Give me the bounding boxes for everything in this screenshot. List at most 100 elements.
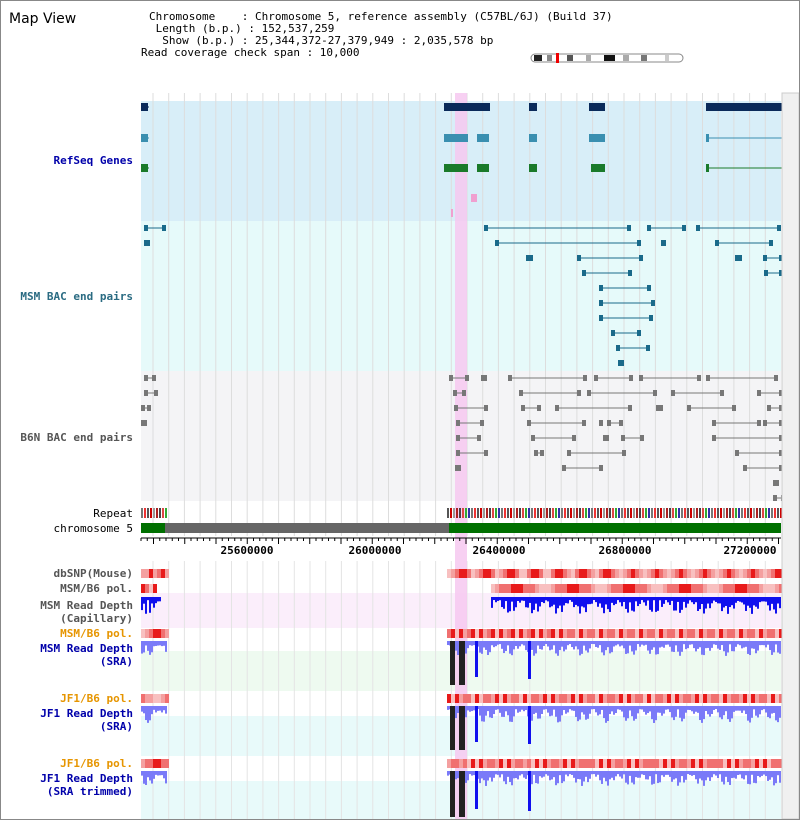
gene-exon <box>706 103 783 111</box>
b6n-bac-end-pairs-label[interactable]: B6N BAC end pairs <box>20 431 133 444</box>
depth-bar <box>681 706 683 722</box>
pol-stripe <box>145 584 149 593</box>
repeat-mark <box>468 508 470 518</box>
depth-bar <box>581 641 583 654</box>
pol-stripe <box>667 629 671 638</box>
pol-stripe <box>459 629 463 638</box>
depth-bar <box>521 771 523 775</box>
depth-bar <box>521 641 523 645</box>
jf1-read-depth-sra-label[interactable]: JF1 Read Depth (SRA) <box>40 707 133 733</box>
depth-bar <box>581 597 583 607</box>
depth-bar <box>701 771 703 781</box>
jf1-b6-pol-label-2[interactable]: JF1/B6 pol. <box>60 757 133 770</box>
depth-bar <box>485 771 487 786</box>
pol-stripe <box>727 569 731 578</box>
depth-bar <box>517 641 519 649</box>
depth-bar <box>469 771 471 775</box>
depth-bar <box>569 597 571 601</box>
depth-bar <box>677 641 679 652</box>
depth-bar <box>593 771 595 775</box>
depth-bar <box>635 597 637 602</box>
depth-bar <box>649 706 651 712</box>
depth-bar <box>705 771 707 781</box>
repeat-mark <box>504 508 506 518</box>
repeat-mark <box>654 508 656 518</box>
depth-bar <box>705 641 707 649</box>
repeat-mark <box>756 508 758 518</box>
pol-stripe <box>751 759 755 768</box>
depth-bar <box>497 641 499 645</box>
pol-stripe <box>563 694 567 703</box>
depth-bar <box>717 771 719 779</box>
depth-bar <box>661 706 663 716</box>
pol-stripe <box>603 569 607 578</box>
msm-b6-pol-label-2[interactable]: MSM/B6 pol. <box>60 627 133 640</box>
depth-bar <box>559 641 561 651</box>
depth-bar <box>635 771 637 778</box>
repeat-mark <box>495 508 497 518</box>
depth-bar <box>755 597 757 607</box>
jf1-b6-pol-label-1[interactable]: JF1/B6 pol. <box>60 692 133 705</box>
chromosome-ideogram[interactable] <box>1 1 800 71</box>
depth-bar <box>693 641 695 649</box>
pol-stripe <box>715 629 719 638</box>
repeat-mark <box>630 508 632 518</box>
msm-read-depth-capillary-label[interactable]: MSM Read Depth (Capillary) <box>40 599 133 625</box>
polymorphism-tracks <box>141 569 783 768</box>
depth-peak <box>450 706 455 750</box>
pol-stripe <box>663 584 667 593</box>
bac-end <box>582 420 586 426</box>
depth-bar <box>515 706 517 710</box>
depth-bar <box>521 706 523 710</box>
depth-bar <box>697 771 699 784</box>
depth-bar <box>765 771 767 777</box>
depth-bar <box>473 771 475 776</box>
depth-bar <box>667 597 669 603</box>
depth-bar <box>507 771 509 777</box>
pol-stripe <box>153 629 157 638</box>
pol-stripe <box>567 694 571 703</box>
depth-bar <box>673 641 675 652</box>
depth-bar <box>577 597 579 607</box>
depth-bar <box>565 597 567 604</box>
pol-stripe <box>643 584 647 593</box>
msm-read-depth-sra-label[interactable]: MSM Read Depth (SRA) <box>40 642 133 668</box>
depth-bar <box>629 771 631 776</box>
depth-bar <box>541 706 543 714</box>
pol-stripe <box>459 694 463 703</box>
bac-end <box>697 375 701 381</box>
dbsnp-label[interactable]: dbSNP(Mouse) <box>53 567 133 580</box>
depth-bar <box>515 641 517 646</box>
pol-stripe <box>579 584 583 593</box>
depth-bar <box>579 641 581 656</box>
depth-bar <box>759 597 761 603</box>
depth-bar <box>611 771 613 778</box>
refseq-genes-label[interactable]: RefSeq Genes <box>53 154 133 167</box>
depth-bar <box>665 706 667 710</box>
msm-bac-end-pairs-label[interactable]: MSM BAC end pairs <box>20 290 133 303</box>
msm-b6-pol-label-1[interactable]: MSM/B6 pol. <box>60 582 133 595</box>
pol-stripe <box>551 629 555 638</box>
pol-stripe <box>619 629 623 638</box>
repeat-mark <box>519 508 521 518</box>
bac-end <box>779 435 783 441</box>
read-depth-tracks <box>141 597 781 817</box>
pol-stripe <box>149 759 153 768</box>
pol-stripe <box>655 694 659 703</box>
pol-stripe <box>511 759 515 768</box>
depth-bar <box>149 641 151 655</box>
jf1-read-depth-sra-trimmed-label[interactable]: JF1 Read Depth (SRA trimmed) <box>40 772 133 798</box>
repeat-mark <box>684 508 686 518</box>
pol-stripe <box>747 629 751 638</box>
depth-bar <box>659 706 661 713</box>
pol-stripe <box>491 694 495 703</box>
pol-stripe <box>563 759 567 768</box>
pol-stripe <box>507 759 511 768</box>
repeat-mark <box>702 508 704 518</box>
depth-bar <box>727 641 729 653</box>
repeat-mark <box>546 508 548 518</box>
pol-stripe <box>447 629 451 638</box>
depth-bar <box>491 641 493 646</box>
